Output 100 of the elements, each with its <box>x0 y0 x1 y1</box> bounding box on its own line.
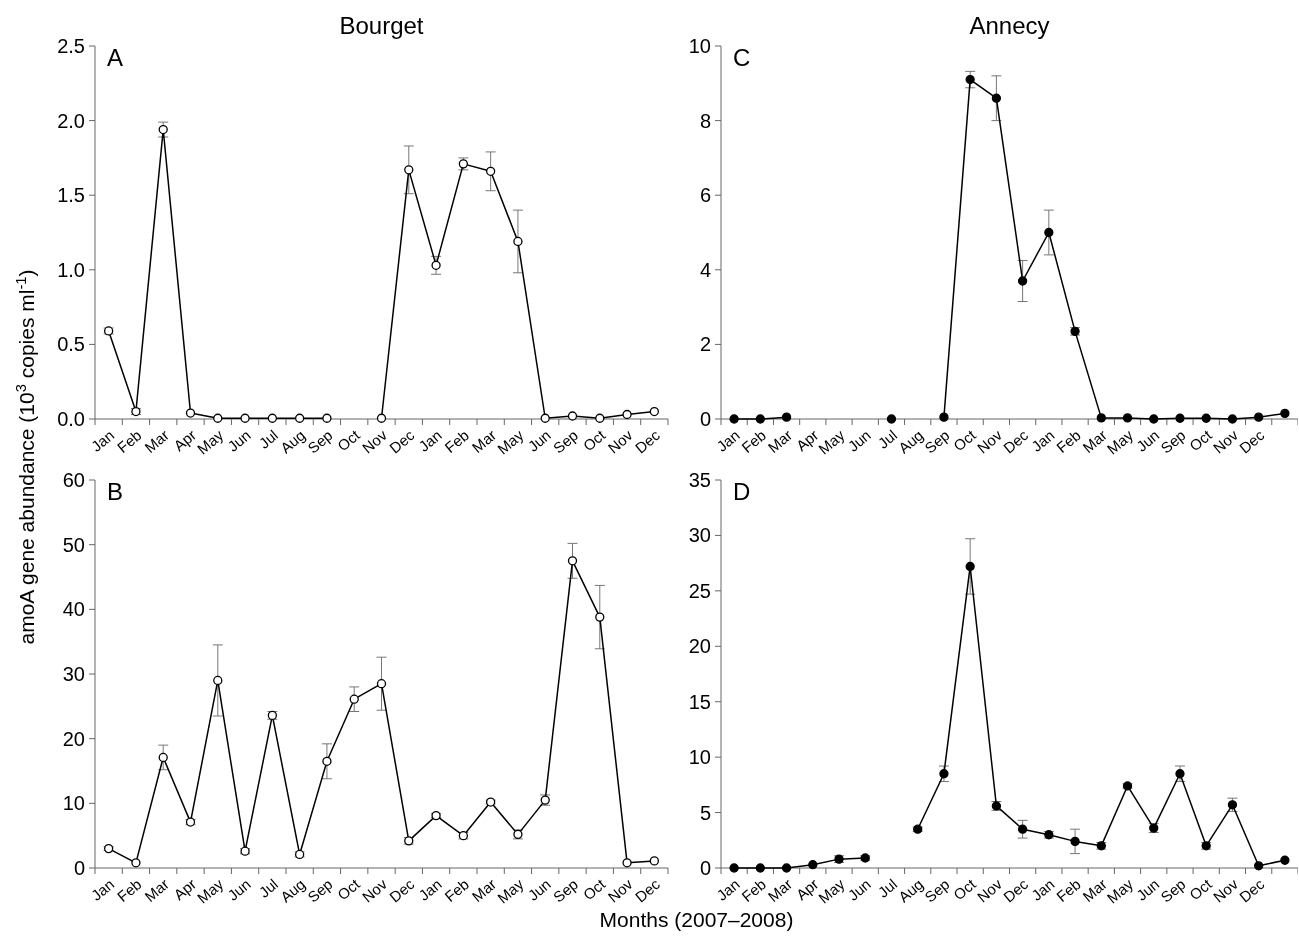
point <box>649 856 660 866</box>
point <box>322 756 332 766</box>
point <box>649 406 660 417</box>
point <box>1122 413 1133 423</box>
point <box>540 413 550 423</box>
point <box>781 412 792 422</box>
x-tick-label: Jul <box>255 426 282 452</box>
point <box>1044 227 1054 238</box>
point <box>1070 836 1080 847</box>
point <box>755 863 765 873</box>
x-tick-label: Jun <box>844 875 874 904</box>
x-tick-label: Jul <box>255 875 282 901</box>
y-tick-label: 40 <box>62 598 85 621</box>
y-tick-label: 60 <box>62 469 85 491</box>
y-tick-label: 0 <box>73 857 85 879</box>
point <box>755 414 765 424</box>
y-tick-label: 0.0 <box>57 408 85 430</box>
point <box>1254 412 1264 422</box>
x-tick-label: Mar <box>141 426 172 456</box>
point <box>781 863 792 873</box>
y-tick-label: 30 <box>688 524 711 547</box>
y-tick-label: 6 <box>699 184 711 207</box>
y-tick-label: 10 <box>62 792 85 815</box>
y-tick-label: 0 <box>699 408 711 430</box>
point <box>349 694 359 704</box>
point <box>808 860 818 870</box>
point <box>1201 413 1211 423</box>
point <box>267 413 278 423</box>
point <box>513 236 523 247</box>
point <box>158 752 168 763</box>
point <box>240 413 250 423</box>
y-tick-label: 8 <box>699 109 711 132</box>
x-tick-label: Jan <box>87 426 118 455</box>
x-tick-label: Jan <box>713 426 743 455</box>
y-tick-label: 50 <box>62 533 85 556</box>
point <box>729 863 739 873</box>
x-tick-label: Jul <box>874 875 901 901</box>
point <box>1175 769 1185 779</box>
x-tick-label: Dec <box>631 875 664 906</box>
point <box>1280 408 1290 419</box>
y-tick-label: 10 <box>688 35 711 57</box>
point <box>376 413 387 423</box>
point <box>185 408 196 418</box>
point <box>1254 861 1264 871</box>
y-tick-label: 15 <box>688 690 711 713</box>
point <box>1175 413 1185 423</box>
x-tick-label: Dec <box>386 426 418 457</box>
chart-title: Bourget <box>339 12 424 39</box>
point <box>939 412 949 422</box>
point <box>595 612 605 622</box>
y-tick-label: 5 <box>699 801 711 824</box>
y-tick-label: 4 <box>699 258 711 281</box>
annotation: A <box>107 44 124 71</box>
y-tick-label: 2 <box>699 333 711 356</box>
point <box>965 74 975 85</box>
y-tick-label: 30 <box>62 663 85 685</box>
point <box>1096 413 1106 423</box>
point <box>886 414 897 424</box>
y-tick-label: 1.0 <box>57 258 85 281</box>
x-axis-title: Months (2007–2008) <box>599 908 794 931</box>
point <box>213 675 223 686</box>
x-tick-label: Jun <box>524 875 554 904</box>
y-tick-label: 2.5 <box>57 35 85 57</box>
annotation: B <box>107 478 124 505</box>
x-tick-label: Dec <box>631 426 664 457</box>
y-tick-label: 0.5 <box>57 333 85 356</box>
point <box>1017 824 1028 834</box>
point <box>1227 414 1238 424</box>
y-tick-label: 20 <box>688 635 711 658</box>
point <box>1017 276 1028 286</box>
point <box>595 413 605 423</box>
x-tick-label: Jul <box>874 426 901 452</box>
x-tick-label: Jan <box>713 875 743 904</box>
point <box>131 858 141 868</box>
x-tick-label: Dec <box>386 875 418 906</box>
point <box>485 166 496 176</box>
x-tick-label: Jun <box>224 875 254 904</box>
point <box>376 679 387 689</box>
point <box>294 413 305 423</box>
y-tick-label: 2.0 <box>57 109 85 132</box>
point <box>567 556 578 566</box>
y-tick-label: 20 <box>62 727 85 750</box>
point <box>729 414 739 424</box>
y-tick-label: 25 <box>688 579 711 602</box>
point <box>622 858 632 868</box>
point <box>991 93 1002 103</box>
y-tick-label: 10 <box>688 746 711 769</box>
point <box>213 413 223 423</box>
point <box>939 769 949 779</box>
point <box>1149 414 1159 424</box>
point <box>431 260 441 270</box>
point <box>965 561 975 572</box>
point <box>1280 855 1290 865</box>
x-tick-label: Mar <box>141 875 172 905</box>
y-tick-label: 1.5 <box>57 184 85 207</box>
point <box>404 165 414 175</box>
x-tick-label: Jan <box>87 875 118 904</box>
x-tick-label: Jun <box>524 426 554 455</box>
point <box>567 411 578 421</box>
annotation: C <box>733 44 751 71</box>
